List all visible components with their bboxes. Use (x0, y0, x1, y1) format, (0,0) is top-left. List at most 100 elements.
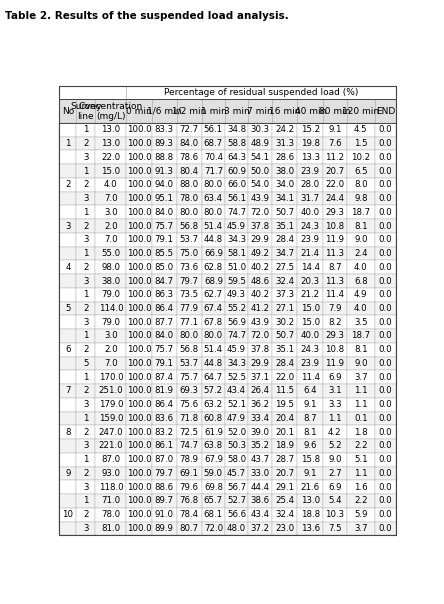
Bar (297, 384, 323, 398)
Bar (248, 521, 272, 535)
Text: 0.0: 0.0 (379, 345, 392, 354)
Text: 7: 7 (65, 387, 71, 396)
Text: 100.0: 100.0 (127, 455, 151, 464)
Bar (225, 164, 248, 178)
Text: 52.1: 52.1 (227, 400, 246, 409)
Bar (152, 123, 177, 137)
Text: 51.4: 51.4 (204, 345, 223, 354)
Bar (225, 137, 248, 150)
Bar (76, 425, 95, 439)
Bar (272, 356, 297, 370)
Bar (127, 384, 152, 398)
Bar (76, 356, 95, 370)
Text: 43.4: 43.4 (227, 387, 246, 396)
Bar (152, 137, 177, 150)
Bar (225, 233, 248, 246)
Text: 2: 2 (83, 263, 89, 272)
Text: 84.0: 84.0 (155, 332, 174, 341)
Text: 1: 1 (83, 291, 89, 299)
Text: 20.1: 20.1 (275, 428, 294, 437)
Text: 0.0: 0.0 (379, 126, 392, 134)
Text: 67.4: 67.4 (204, 304, 223, 313)
Bar (323, 370, 347, 384)
Text: 3.0: 3.0 (104, 208, 118, 217)
Bar (202, 521, 225, 535)
Bar (347, 123, 375, 137)
Bar (272, 205, 297, 219)
Text: 2: 2 (83, 304, 89, 313)
Text: 100.0: 100.0 (127, 249, 151, 258)
Text: 0.0: 0.0 (379, 510, 392, 519)
Bar (347, 508, 375, 521)
Bar (297, 219, 323, 233)
Text: 0.0: 0.0 (379, 263, 392, 272)
Text: 4.0: 4.0 (354, 263, 368, 272)
Text: 59.0: 59.0 (204, 469, 223, 478)
Text: 35.1: 35.1 (275, 345, 294, 354)
Text: 0.0: 0.0 (379, 139, 392, 148)
Bar (95, 494, 127, 508)
Bar (152, 329, 177, 343)
Bar (272, 508, 297, 521)
Bar (127, 329, 152, 343)
Bar (272, 480, 297, 494)
Bar (59, 288, 76, 301)
Text: 24.3: 24.3 (301, 222, 320, 231)
Bar (59, 425, 76, 439)
Text: 0.0: 0.0 (379, 455, 392, 464)
Text: 2: 2 (83, 428, 89, 437)
Text: 73.6: 73.6 (180, 263, 199, 272)
Bar (95, 343, 127, 356)
Text: 9.0: 9.0 (354, 359, 368, 368)
Bar (225, 356, 248, 370)
Text: 3.7: 3.7 (354, 524, 368, 533)
Text: 3: 3 (83, 236, 89, 244)
Bar (177, 123, 202, 137)
Bar (95, 288, 127, 301)
Text: 32.4: 32.4 (275, 277, 294, 286)
Text: 4.5: 4.5 (354, 126, 368, 134)
Bar (323, 315, 347, 329)
Text: 56.8: 56.8 (180, 345, 199, 354)
Bar (202, 466, 225, 480)
Bar (297, 191, 323, 205)
Text: 3.1: 3.1 (328, 387, 341, 396)
Bar (152, 480, 177, 494)
Bar (127, 480, 152, 494)
Bar (152, 343, 177, 356)
Bar (76, 191, 95, 205)
Bar (272, 398, 297, 411)
Text: 6.9: 6.9 (328, 373, 341, 382)
Text: 5.4: 5.4 (328, 496, 341, 506)
Bar (202, 246, 225, 260)
Text: 18.7: 18.7 (351, 332, 370, 341)
Bar (225, 191, 248, 205)
Bar (272, 246, 297, 260)
Bar (225, 508, 248, 521)
Text: 88.0: 88.0 (180, 181, 199, 189)
Bar (59, 521, 76, 535)
Text: 64.3: 64.3 (227, 153, 246, 162)
Text: 7 min: 7 min (247, 107, 273, 116)
Bar (297, 246, 323, 260)
Bar (76, 164, 95, 178)
Text: 1: 1 (65, 139, 71, 148)
Bar (76, 233, 95, 246)
Text: 50.3: 50.3 (227, 442, 246, 451)
Bar (225, 219, 248, 233)
Text: 63.4: 63.4 (204, 194, 223, 203)
Text: 62.8: 62.8 (204, 263, 223, 272)
Bar (127, 100, 152, 123)
Text: 89.7: 89.7 (155, 496, 174, 506)
Text: 100.0: 100.0 (127, 291, 151, 299)
Bar (95, 508, 127, 521)
Bar (323, 384, 347, 398)
Bar (152, 439, 177, 453)
Bar (59, 205, 76, 219)
Bar (375, 301, 396, 315)
Text: 75.7: 75.7 (155, 345, 174, 354)
Text: 28.6: 28.6 (275, 153, 294, 162)
Text: 91.0: 91.0 (155, 510, 174, 519)
Bar (177, 384, 202, 398)
Bar (248, 480, 272, 494)
